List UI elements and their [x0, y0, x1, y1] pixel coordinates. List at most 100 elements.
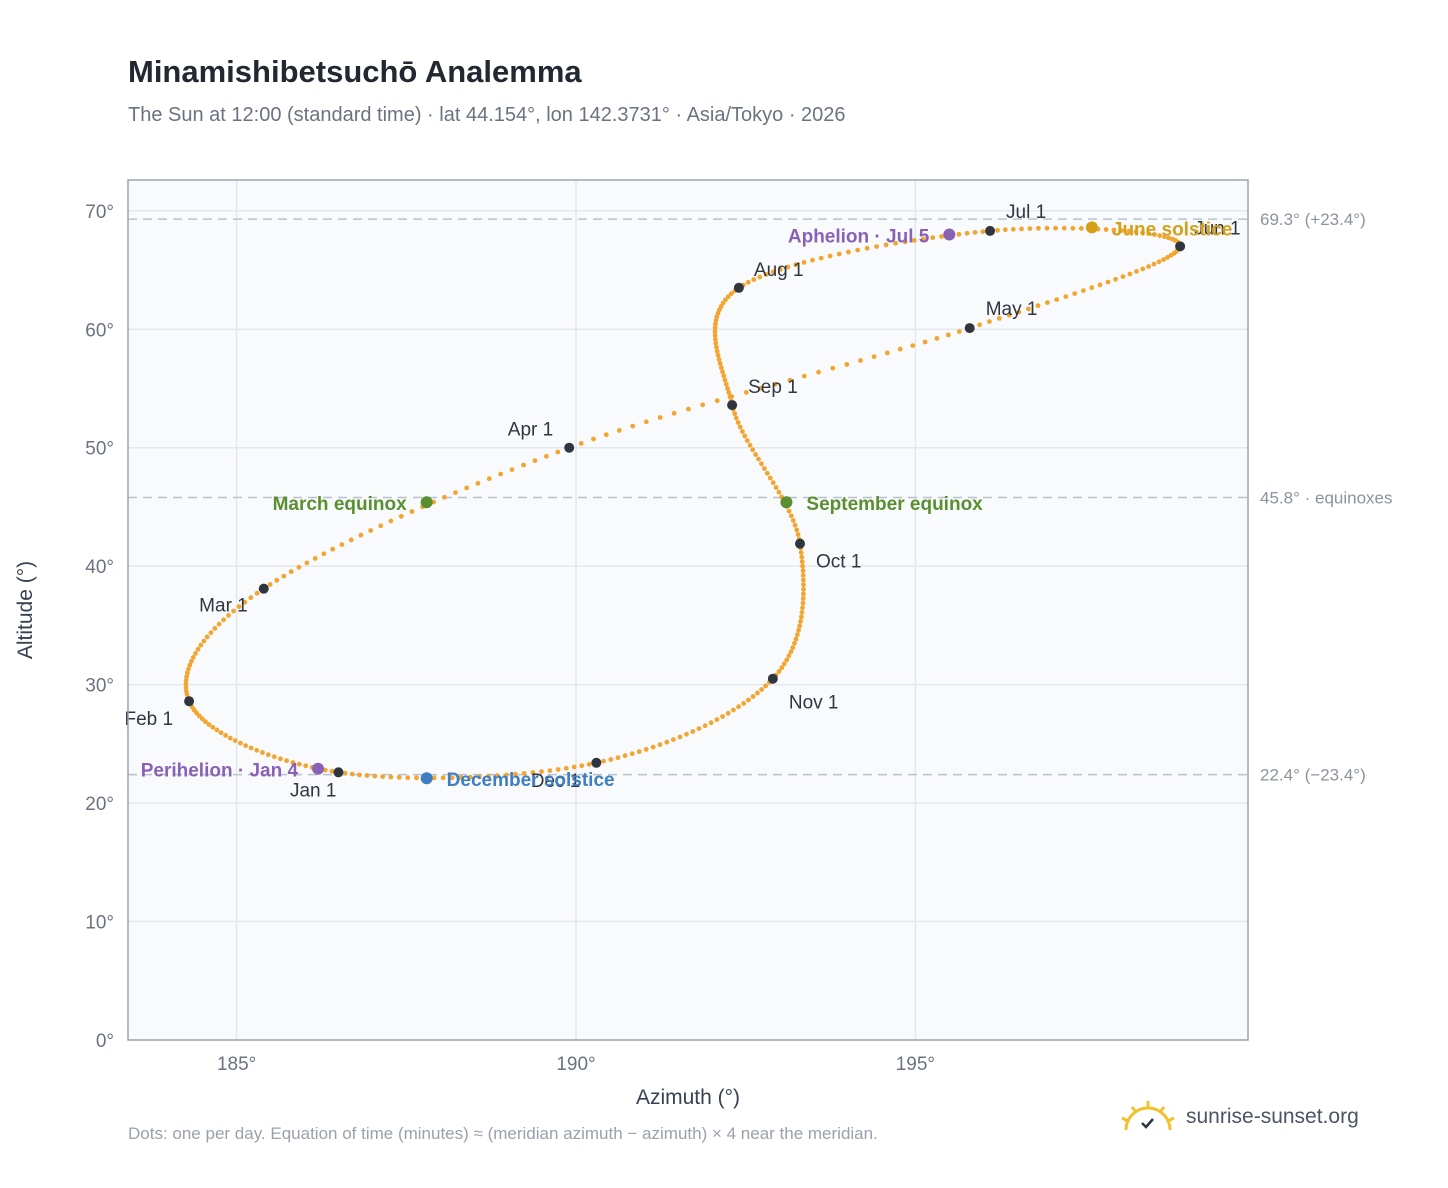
- daily-sun-dot: [267, 582, 273, 587]
- chart-subtitle: The Sun at 12:00 (standard time) · lat 4…: [128, 104, 846, 126]
- daily-sun-dot: [686, 406, 691, 412]
- daily-sun-dot: [563, 765, 569, 771]
- daily-sun-dot: [718, 365, 724, 371]
- daily-sun-dot: [788, 649, 794, 655]
- daily-sun-dot: [1161, 257, 1166, 262]
- daily-sun-dot: [714, 348, 720, 354]
- daily-sun-dot: [759, 687, 764, 692]
- daily-sun-dot: [1027, 226, 1033, 232]
- daily-sun-dot: [720, 714, 725, 719]
- daily-sun-dot: [304, 560, 310, 566]
- daily-sun-dot: [486, 773, 491, 779]
- daily-sun-dot: [708, 720, 714, 726]
- daily-sun-dot: [736, 704, 741, 710]
- daily-sun-dot: [232, 738, 238, 743]
- daily-sun-dot: [431, 775, 437, 781]
- daily-sun-dot: [278, 756, 283, 762]
- daily-sun-dot: [939, 234, 944, 239]
- daily-sun-dot: [1070, 225, 1076, 231]
- daily-sun-dot: [800, 605, 805, 611]
- daily-sun-dot: [1146, 264, 1151, 269]
- daily-sun-dot: [795, 532, 801, 537]
- daily-sun-dot: [414, 775, 419, 781]
- daily-sun-dot: [893, 240, 898, 246]
- daily-sun-dot: [956, 231, 962, 237]
- daily-sun-dot: [801, 373, 807, 379]
- daily-sun-dot: [248, 595, 254, 601]
- daily-sun-dot: [846, 249, 851, 255]
- daily-sun-dot: [1140, 266, 1146, 272]
- daily-sun-dot: [601, 758, 606, 764]
- daily-sun-dot: [996, 316, 1002, 321]
- daily-sun-dot: [380, 774, 386, 779]
- event-marker: [312, 762, 325, 775]
- daily-sun-dot: [630, 423, 636, 429]
- month-marker: [591, 757, 602, 768]
- daily-sun-dot: [1044, 225, 1050, 231]
- daily-sun-dot: [793, 636, 799, 642]
- daily-sun-dot: [1140, 230, 1145, 236]
- daily-sun-dot: [987, 319, 992, 324]
- daily-sun-dot: [1081, 288, 1086, 293]
- month-label: Oct 1: [816, 552, 861, 573]
- daily-sun-dot: [715, 352, 721, 358]
- daily-sun-dot: [409, 509, 415, 514]
- daily-sun-dot: [185, 670, 190, 676]
- daily-sun-dot: [741, 701, 746, 706]
- daily-sun-dot: [453, 490, 458, 495]
- daily-sun-dot: [725, 710, 731, 716]
- daily-sun-dot: [1156, 259, 1162, 265]
- daily-sun-dot: [785, 264, 791, 270]
- daily-sun-dot: [763, 272, 769, 277]
- daily-sun-dot: [776, 669, 782, 674]
- reference-line-label: 69.3° (+23.4°): [1260, 210, 1366, 229]
- daily-sun-dot: [902, 239, 908, 245]
- daily-sun-dot: [930, 235, 936, 241]
- daily-sun-dot: [498, 471, 503, 477]
- daily-sun-dot: [858, 358, 863, 363]
- daily-sun-dot: [504, 772, 509, 778]
- daily-sun-dot: [755, 690, 760, 696]
- daily-sun-dot: [193, 651, 198, 656]
- daily-sun-dot: [636, 749, 642, 754]
- event-label: December solstice: [447, 770, 615, 791]
- x-tick-label: 185°: [217, 1054, 256, 1075]
- daily-sun-dot: [794, 527, 800, 533]
- x-axis-label: Azimuth (°): [636, 1086, 740, 1109]
- daily-sun-dot: [1157, 233, 1163, 239]
- daily-sun-dot: [723, 297, 728, 303]
- daily-sun-dot: [763, 683, 768, 689]
- daily-sun-dot: [735, 420, 741, 425]
- event-marker: [420, 496, 433, 509]
- daily-sun-dot: [713, 340, 719, 346]
- daily-sun-dot: [702, 723, 708, 729]
- daily-sun-dot: [743, 390, 749, 395]
- daily-sun-dot: [329, 768, 335, 774]
- daily-sun-dot: [784, 657, 790, 663]
- daily-sun-dot: [725, 294, 731, 300]
- daily-sun-dot: [750, 694, 756, 699]
- month-marker: [184, 696, 195, 707]
- daily-sun-dot: [183, 681, 189, 687]
- daily-sun-dot: [303, 763, 309, 769]
- event-label: Aphelion · Jul 5: [788, 226, 930, 247]
- daily-sun-dot: [684, 731, 689, 737]
- daily-sun-dot: [797, 623, 802, 629]
- daily-sun-dot: [798, 619, 803, 624]
- daily-sun-dot: [723, 381, 729, 387]
- daily-sun-dot: [712, 325, 718, 331]
- daily-sun-dot: [203, 719, 208, 725]
- x-tick-label: 190°: [556, 1054, 595, 1075]
- daily-sun-dot: [764, 470, 770, 476]
- reference-lines: 69.3° (+23.4°) 45.8° · equinoxes 22.4° (−2…: [128, 210, 1393, 785]
- daily-sun-dot: [770, 269, 776, 275]
- brand-logo[interactable]: sunrise-sunset.org: [1120, 1100, 1359, 1134]
- daily-sun-dot: [1120, 274, 1126, 279]
- month-marker: [1175, 241, 1186, 252]
- daily-sun-dot: [521, 462, 526, 468]
- daily-sun-dot: [897, 346, 903, 352]
- daily-sun-dot: [1126, 228, 1132, 234]
- sun-logo-icon: [1121, 1101, 1175, 1131]
- daily-sun-dot: [1010, 226, 1016, 232]
- daily-sun-dot: [608, 757, 614, 762]
